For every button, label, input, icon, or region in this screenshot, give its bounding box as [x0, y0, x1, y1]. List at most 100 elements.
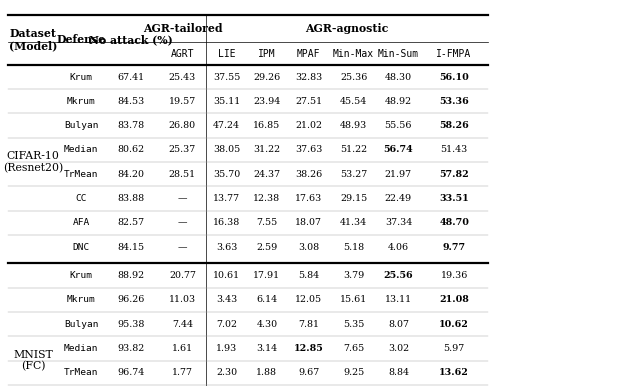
Text: 3.08: 3.08 — [298, 243, 319, 252]
Text: MNIST
(FC): MNIST (FC) — [13, 350, 53, 371]
Text: 35.11: 35.11 — [213, 97, 240, 106]
Text: Mkrum: Mkrum — [67, 295, 95, 304]
Text: 56.10: 56.10 — [439, 73, 469, 81]
Text: LIE: LIE — [218, 49, 236, 59]
Text: AGRT: AGRT — [171, 49, 194, 59]
Text: Defense: Defense — [57, 34, 106, 45]
Text: 13.62: 13.62 — [439, 368, 469, 377]
Text: 21.02: 21.02 — [295, 121, 323, 130]
Text: 84.20: 84.20 — [118, 170, 145, 179]
Text: 7.55: 7.55 — [256, 218, 278, 227]
Text: CIFAR-10
(Resnet20): CIFAR-10 (Resnet20) — [3, 151, 63, 173]
Text: 17.91: 17.91 — [253, 271, 280, 280]
Text: 35.70: 35.70 — [213, 170, 240, 179]
Text: 37.34: 37.34 — [385, 218, 412, 227]
Text: 23.94: 23.94 — [253, 97, 280, 106]
Text: 26.80: 26.80 — [169, 121, 196, 130]
Text: Min-Max: Min-Max — [333, 49, 374, 59]
Text: 31.22: 31.22 — [253, 146, 280, 154]
Text: 1.77: 1.77 — [172, 368, 193, 377]
Text: 5.97: 5.97 — [444, 344, 465, 353]
Text: —: — — [178, 218, 187, 227]
Text: 20.77: 20.77 — [169, 271, 196, 280]
Text: 7.02: 7.02 — [216, 320, 237, 328]
Text: 48.92: 48.92 — [385, 97, 412, 106]
Text: 12.85: 12.85 — [294, 344, 324, 353]
Text: 37.63: 37.63 — [295, 146, 323, 154]
Text: 2.59: 2.59 — [256, 243, 278, 252]
Text: 10.61: 10.61 — [213, 271, 240, 280]
Text: 3.79: 3.79 — [343, 271, 364, 280]
Text: Dataset
(Model): Dataset (Model) — [9, 28, 58, 52]
Text: 58.26: 58.26 — [439, 121, 469, 130]
Text: DNC: DNC — [73, 243, 90, 252]
Text: Krum: Krum — [70, 73, 93, 81]
Text: 93.82: 93.82 — [118, 344, 145, 353]
Text: 3.14: 3.14 — [256, 344, 278, 353]
Text: 84.15: 84.15 — [118, 243, 145, 252]
Text: 57.82: 57.82 — [439, 170, 469, 179]
Text: AGR-tailored: AGR-tailored — [143, 23, 222, 34]
Text: 21.97: 21.97 — [385, 170, 412, 179]
Text: 25.36: 25.36 — [340, 73, 367, 81]
Text: TrMean: TrMean — [64, 368, 99, 377]
Text: TrMean: TrMean — [64, 170, 99, 179]
Text: 27.51: 27.51 — [295, 97, 323, 106]
Text: 18.07: 18.07 — [295, 218, 323, 227]
Text: 25.43: 25.43 — [169, 73, 196, 81]
Text: 38.26: 38.26 — [295, 170, 323, 179]
Text: 1.61: 1.61 — [172, 344, 193, 353]
Text: 3.63: 3.63 — [216, 243, 237, 252]
Text: 8.07: 8.07 — [388, 320, 409, 328]
Text: 29.15: 29.15 — [340, 194, 367, 203]
Text: 28.51: 28.51 — [169, 170, 196, 179]
Text: 96.26: 96.26 — [118, 295, 145, 304]
Text: AFA: AFA — [73, 218, 90, 227]
Text: 45.54: 45.54 — [340, 97, 367, 106]
Text: 1.93: 1.93 — [216, 344, 237, 353]
Text: 3.43: 3.43 — [216, 295, 237, 304]
Text: 3.02: 3.02 — [388, 344, 409, 353]
Text: 16.38: 16.38 — [213, 218, 240, 227]
Text: 1.88: 1.88 — [257, 368, 277, 377]
Text: Krum: Krum — [70, 271, 93, 280]
Text: AGR-agnostic: AGR-agnostic — [305, 23, 389, 34]
Text: 6.14: 6.14 — [256, 295, 278, 304]
Text: 25.56: 25.56 — [383, 271, 413, 280]
Text: 12.05: 12.05 — [295, 295, 323, 304]
Text: 5.84: 5.84 — [298, 271, 319, 280]
Text: 32.83: 32.83 — [295, 73, 323, 81]
Text: MPAF: MPAF — [297, 49, 321, 59]
Text: No attack (%): No attack (%) — [90, 34, 173, 45]
Text: 9.67: 9.67 — [298, 368, 319, 377]
Text: 4.30: 4.30 — [256, 320, 278, 328]
Text: 7.81: 7.81 — [298, 320, 319, 328]
Text: 48.70: 48.70 — [439, 218, 469, 227]
Text: 95.38: 95.38 — [118, 320, 145, 328]
Text: CC: CC — [76, 194, 87, 203]
Text: Bulyan: Bulyan — [64, 121, 99, 130]
Text: 16.85: 16.85 — [253, 121, 280, 130]
Text: 84.53: 84.53 — [118, 97, 145, 106]
Text: 47.24: 47.24 — [213, 121, 240, 130]
Text: 13.11: 13.11 — [385, 295, 412, 304]
Text: 51.22: 51.22 — [340, 146, 367, 154]
Text: 12.38: 12.38 — [253, 194, 280, 203]
Text: 53.36: 53.36 — [439, 97, 469, 106]
Text: 10.62: 10.62 — [439, 320, 469, 328]
Text: 88.92: 88.92 — [118, 271, 145, 280]
Text: 5.18: 5.18 — [343, 243, 364, 252]
Text: 2.30: 2.30 — [216, 368, 237, 377]
Text: Median: Median — [64, 146, 99, 154]
Text: Min-Sum: Min-Sum — [378, 49, 419, 59]
Text: —: — — [178, 243, 187, 252]
Text: 13.77: 13.77 — [213, 194, 240, 203]
Text: 80.62: 80.62 — [118, 146, 145, 154]
Text: 7.44: 7.44 — [172, 320, 193, 328]
Text: IPM: IPM — [258, 49, 276, 59]
Text: 19.36: 19.36 — [440, 271, 468, 280]
Text: I-FMPA: I-FMPA — [436, 49, 472, 59]
Text: 7.65: 7.65 — [343, 344, 364, 353]
Text: 53.27: 53.27 — [340, 170, 367, 179]
Text: Bulyan: Bulyan — [64, 320, 99, 328]
